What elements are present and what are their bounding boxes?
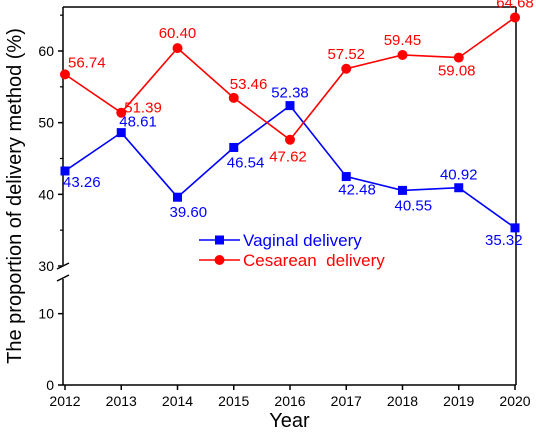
data-point-circle bbox=[228, 92, 239, 103]
x-tick-label: 2019 bbox=[443, 393, 474, 409]
data-label: 52.38 bbox=[271, 85, 309, 102]
data-labels: 43.26 48.61 39.60 46.54 52.38 42.48 40.55 40.92… bbox=[63, 0, 534, 249]
x-tick-label: 2017 bbox=[331, 393, 362, 409]
data-point-circle bbox=[397, 49, 408, 60]
x-tick-label: 2015 bbox=[218, 393, 249, 409]
x-ticks: 2012 2013 2014 2015 2016 2017 2018 2019 2020 bbox=[49, 385, 531, 409]
x-axis-title: Year bbox=[269, 410, 310, 432]
data-point-square bbox=[60, 166, 70, 176]
legend-marker-circle bbox=[214, 255, 225, 265]
data-point-square bbox=[285, 101, 295, 111]
legend-label: Cesarean delivery bbox=[243, 251, 385, 270]
data-label: 35.32 bbox=[485, 232, 523, 249]
x-tick-label: 2014 bbox=[162, 393, 193, 409]
data-point-square bbox=[398, 185, 407, 195]
legend-label: Vaginal delivery bbox=[243, 231, 362, 250]
x-tick-label: 2016 bbox=[274, 393, 305, 409]
x-tick-label: 2018 bbox=[387, 393, 418, 409]
y-tick-label: 50 bbox=[38, 115, 54, 131]
data-point-circle bbox=[116, 107, 127, 118]
axis-break-mark-bottom bbox=[56, 274, 70, 282]
axes bbox=[56, 6, 517, 386]
data-label: 46.54 bbox=[227, 154, 265, 171]
data-point-square bbox=[173, 192, 182, 202]
data-point-square bbox=[229, 142, 239, 152]
data-label: 39.60 bbox=[170, 204, 208, 221]
data-label: 48.61 bbox=[119, 114, 157, 131]
data-label: 40.55 bbox=[395, 197, 433, 214]
data-label: 43.26 bbox=[63, 174, 101, 191]
data-label: 64.68 bbox=[496, 0, 534, 11]
y-tick-label: 40 bbox=[38, 186, 54, 202]
y-tick-label: 10 bbox=[38, 306, 54, 322]
y-tick-label: 60 bbox=[38, 43, 54, 59]
series-group bbox=[60, 12, 520, 233]
data-point-square bbox=[341, 172, 351, 182]
data-point-square bbox=[510, 223, 520, 233]
data-label: 42.48 bbox=[338, 182, 376, 199]
data-point-square bbox=[454, 183, 464, 193]
x-tick-label: 2013 bbox=[106, 393, 137, 409]
data-point-circle bbox=[285, 134, 295, 145]
data-label: 40.92 bbox=[440, 167, 478, 184]
data-point-circle bbox=[172, 43, 183, 54]
data-label: 53.46 bbox=[230, 76, 268, 93]
x-tick-label: 2020 bbox=[499, 393, 530, 409]
data-label: 60.40 bbox=[159, 25, 197, 42]
data-point-circle bbox=[453, 52, 464, 63]
data-label: 56.74 bbox=[68, 54, 106, 71]
data-label: 47.62 bbox=[269, 149, 307, 166]
y-axis-title: The proportion of delivery method (%) bbox=[4, 28, 26, 364]
y-ticks: 30 40 50 60 0 10 bbox=[38, 14, 63, 393]
x-tick-label: 2012 bbox=[49, 393, 80, 409]
y-tick-label: 30 bbox=[38, 258, 54, 274]
data-label: 59.45 bbox=[384, 32, 422, 49]
data-label: 51.39 bbox=[124, 100, 162, 117]
data-point-circle bbox=[60, 69, 70, 80]
data-point-circle bbox=[341, 63, 352, 74]
data-label: 59.08 bbox=[438, 63, 476, 80]
data-point-square bbox=[116, 128, 126, 138]
legend-marker-square bbox=[215, 235, 224, 245]
data-point-circle bbox=[510, 12, 520, 23]
y-tick-label: 0 bbox=[46, 377, 54, 393]
data-label: 57.52 bbox=[327, 46, 365, 63]
